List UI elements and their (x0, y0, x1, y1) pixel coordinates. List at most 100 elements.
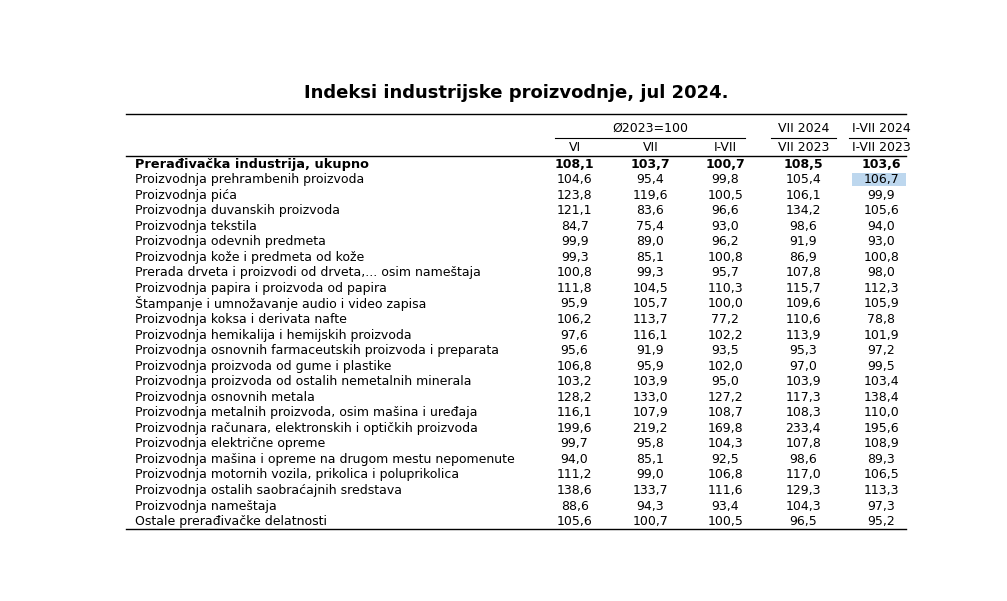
Text: 94,3: 94,3 (636, 499, 665, 513)
Text: 103,6: 103,6 (862, 157, 901, 171)
Text: Proizvodnja duvanskih proizvoda: Proizvodnja duvanskih proizvoda (135, 204, 340, 217)
Text: 98,0: 98,0 (867, 266, 895, 279)
Text: 112,3: 112,3 (864, 282, 899, 295)
Text: 98,6: 98,6 (789, 453, 817, 466)
Text: 89,0: 89,0 (636, 236, 665, 248)
Text: 199,6: 199,6 (557, 422, 592, 435)
Text: 105,9: 105,9 (863, 297, 899, 311)
Text: 94,0: 94,0 (561, 453, 588, 466)
Text: 93,0: 93,0 (867, 236, 895, 248)
Text: 78,8: 78,8 (867, 313, 895, 326)
Text: Proizvodnja osnovnih metala: Proizvodnja osnovnih metala (135, 391, 315, 404)
Text: 84,7: 84,7 (561, 220, 588, 233)
Text: 134,2: 134,2 (785, 204, 821, 217)
Text: Proizvodnja tekstila: Proizvodnja tekstila (135, 220, 257, 233)
Text: 104,3: 104,3 (708, 438, 743, 450)
Text: 95,3: 95,3 (789, 344, 817, 357)
Text: 94,0: 94,0 (867, 220, 895, 233)
Text: 108,7: 108,7 (707, 406, 743, 419)
Text: 133,7: 133,7 (632, 484, 668, 497)
Text: 138,6: 138,6 (557, 484, 592, 497)
Text: 100,7: 100,7 (632, 515, 669, 528)
Text: 93,4: 93,4 (711, 499, 739, 513)
Text: 103,2: 103,2 (557, 375, 592, 388)
Text: 95,7: 95,7 (711, 266, 739, 279)
Text: Ø2023=100: Ø2023=100 (612, 122, 688, 135)
FancyBboxPatch shape (852, 173, 911, 186)
Text: Proizvodnja električne opreme: Proizvodnja električne opreme (135, 438, 325, 450)
Text: 95,9: 95,9 (636, 359, 665, 373)
Text: 133,0: 133,0 (632, 391, 668, 404)
Text: 105,4: 105,4 (785, 173, 821, 186)
Text: 108,9: 108,9 (863, 438, 899, 450)
Text: 99,7: 99,7 (561, 438, 588, 450)
Text: 117,0: 117,0 (785, 468, 821, 481)
Text: 110,0: 110,0 (863, 406, 899, 419)
Text: Štampanje i umnožavanje audio i video zapisa: Štampanje i umnožavanje audio i video za… (135, 296, 427, 311)
Text: 100,7: 100,7 (705, 157, 745, 171)
Text: Ostale prerađivačke delatnosti: Ostale prerađivačke delatnosti (135, 515, 327, 528)
Text: 195,6: 195,6 (864, 422, 899, 435)
Text: 129,3: 129,3 (785, 484, 821, 497)
Text: 99,5: 99,5 (867, 359, 895, 373)
Text: Proizvodnja nameštaja: Proizvodnja nameštaja (135, 499, 277, 513)
Text: 100,8: 100,8 (707, 251, 743, 264)
Text: 107,8: 107,8 (785, 438, 822, 450)
Text: 95,8: 95,8 (636, 438, 665, 450)
Text: Proizvodnja prehrambenih proizvoda: Proizvodnja prehrambenih proizvoda (135, 173, 365, 186)
Text: 83,6: 83,6 (636, 204, 665, 217)
Text: 106,5: 106,5 (863, 468, 899, 481)
Text: VII: VII (642, 141, 659, 154)
Text: Proizvodnja kože i predmeta od kože: Proizvodnja kože i predmeta od kože (135, 251, 365, 264)
Text: 110,6: 110,6 (785, 313, 821, 326)
Text: 99,0: 99,0 (636, 468, 665, 481)
Text: 86,9: 86,9 (789, 251, 817, 264)
Text: 105,6: 105,6 (557, 515, 592, 528)
Text: 100,0: 100,0 (707, 297, 743, 311)
Text: 97,0: 97,0 (789, 359, 818, 373)
Text: 95,4: 95,4 (636, 173, 665, 186)
Text: 110,3: 110,3 (708, 282, 743, 295)
Text: 106,7: 106,7 (863, 173, 899, 186)
Text: 117,3: 117,3 (785, 391, 821, 404)
Text: 106,2: 106,2 (557, 313, 592, 326)
Text: 97,2: 97,2 (867, 344, 895, 357)
Text: 111,2: 111,2 (557, 468, 592, 481)
Text: Prerada drveta i proizvodi od drveta,... osim nameštaja: Prerada drveta i proizvodi od drveta,...… (135, 266, 481, 279)
Text: I-VII 2024: I-VII 2024 (852, 122, 910, 135)
Text: Proizvodnja motornih vozila, prikolica i poluprikolica: Proizvodnja motornih vozila, prikolica i… (135, 468, 459, 481)
Text: Indeksi industrijske proizvodnje, jul 2024.: Indeksi industrijske proizvodnje, jul 20… (304, 84, 728, 102)
Text: 88,6: 88,6 (561, 499, 588, 513)
Text: 111,8: 111,8 (557, 282, 592, 295)
Text: 106,8: 106,8 (557, 359, 592, 373)
Text: 128,2: 128,2 (557, 391, 592, 404)
Text: 116,1: 116,1 (632, 329, 668, 341)
Text: Proizvodnja pića: Proizvodnja pića (135, 189, 238, 202)
Text: 102,0: 102,0 (707, 359, 743, 373)
Text: 103,9: 103,9 (632, 375, 668, 388)
Text: 105,7: 105,7 (632, 297, 669, 311)
Text: VI: VI (569, 141, 581, 154)
Text: 100,8: 100,8 (863, 251, 899, 264)
Text: 95,6: 95,6 (561, 344, 588, 357)
Text: 96,6: 96,6 (711, 204, 739, 217)
Text: 96,5: 96,5 (789, 515, 817, 528)
Text: 108,5: 108,5 (783, 157, 823, 171)
Text: 106,1: 106,1 (785, 189, 821, 202)
Text: 93,5: 93,5 (711, 344, 739, 357)
Text: Proizvodnja proizvoda od ostalih nemetalnih minerala: Proizvodnja proizvoda od ostalih nemetal… (135, 375, 471, 388)
Text: 98,6: 98,6 (789, 220, 817, 233)
Text: VII 2023: VII 2023 (777, 141, 829, 154)
Text: 95,2: 95,2 (867, 515, 895, 528)
Text: 85,1: 85,1 (636, 453, 665, 466)
Text: 111,6: 111,6 (708, 484, 743, 497)
Text: 233,4: 233,4 (785, 422, 821, 435)
Text: 93,0: 93,0 (711, 220, 739, 233)
Text: 119,6: 119,6 (632, 189, 668, 202)
Text: 77,2: 77,2 (711, 313, 739, 326)
Text: 121,1: 121,1 (557, 204, 592, 217)
Text: 96,2: 96,2 (711, 236, 739, 248)
Text: 169,8: 169,8 (708, 422, 743, 435)
Text: Proizvodnja koksa i derivata nafte: Proizvodnja koksa i derivata nafte (135, 313, 347, 326)
Text: 91,9: 91,9 (636, 344, 665, 357)
